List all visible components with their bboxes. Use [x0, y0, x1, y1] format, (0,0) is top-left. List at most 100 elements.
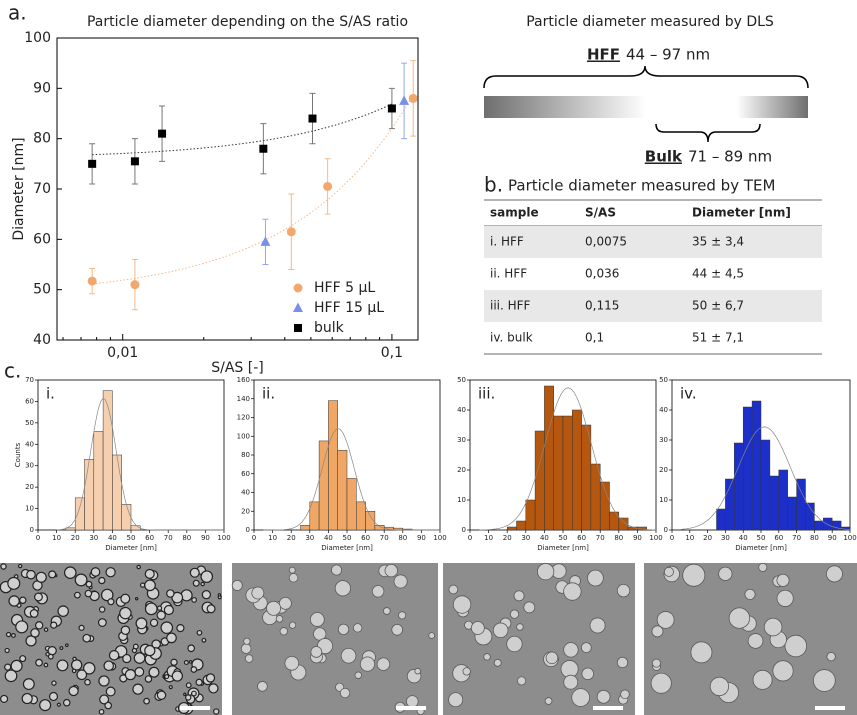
- particle: [166, 589, 175, 598]
- particle: [493, 658, 502, 667]
- data-point: [88, 159, 97, 168]
- table-cell: 51 ± 7,1: [692, 331, 744, 345]
- particle: [201, 637, 207, 643]
- particle: [63, 566, 77, 579]
- particle: [506, 635, 523, 653]
- particle: [398, 611, 407, 620]
- y-tick-label: 80: [33, 131, 51, 147]
- data-point: [260, 236, 271, 246]
- table-cell: 0,0075: [585, 235, 627, 249]
- particle: [26, 569, 36, 580]
- y-tick-label: 70: [33, 181, 51, 197]
- fit-curve: [263, 428, 440, 531]
- bar: [742, 406, 753, 531]
- particle: [190, 666, 198, 673]
- particle: [744, 588, 756, 600]
- x-tick-label: 10: [268, 534, 277, 542]
- brace: [483, 65, 809, 89]
- particle: [244, 654, 254, 663]
- x-tick-label: 40: [108, 534, 117, 542]
- particle: [124, 669, 137, 681]
- y-tick-label: 0: [30, 526, 34, 534]
- bar: [102, 390, 113, 531]
- particle: [43, 662, 49, 668]
- particle: [206, 604, 216, 614]
- particle: [371, 585, 385, 598]
- x-tick-label: 50: [757, 534, 766, 542]
- particle: [192, 579, 200, 587]
- table-header: S/AS: [585, 206, 616, 220]
- particle: [523, 601, 536, 614]
- particle: [25, 635, 37, 647]
- x-tick-label: 90: [201, 534, 210, 542]
- x-tick-label: 60: [145, 534, 154, 542]
- particle: [240, 643, 252, 654]
- y-tick-label: 90: [33, 80, 51, 96]
- legend-label: HFF 5 µL: [314, 280, 375, 296]
- particle: [718, 566, 733, 581]
- particle: [90, 567, 101, 577]
- particle: [4, 669, 18, 683]
- x-tick-label: 0: [36, 534, 40, 542]
- particle: [74, 573, 88, 587]
- particle: [191, 597, 197, 603]
- bar: [814, 520, 824, 531]
- bar: [627, 526, 638, 531]
- scale-bar: [593, 706, 623, 710]
- particle: [82, 662, 96, 675]
- dls-bulk-range: 71 – 89 nm: [688, 148, 772, 166]
- x-tick-label: 50: [559, 534, 568, 542]
- y-tick-label: 0: [246, 526, 250, 534]
- particle: [176, 623, 185, 633]
- particle: [98, 708, 105, 715]
- bar: [121, 504, 132, 531]
- table-header: sample: [490, 206, 539, 220]
- data-point: [130, 280, 140, 290]
- particle: [776, 573, 790, 587]
- particle: [563, 582, 582, 601]
- y-tick-label: 100: [24, 30, 51, 46]
- particle: [136, 564, 141, 570]
- particle: [30, 628, 40, 638]
- y-axis-label: Counts: [14, 442, 22, 467]
- plots: Particle diameter depending on the S/AS …: [0, 14, 857, 715]
- x-tick-label: 0: [468, 534, 472, 542]
- dls-bulk-name: Bulk: [645, 148, 683, 166]
- particle: [0, 694, 9, 703]
- y-tick-label: 20: [241, 507, 250, 515]
- y-tick-label: 60: [25, 397, 34, 405]
- y-tick-label: 30: [457, 436, 466, 444]
- particle: [183, 692, 187, 697]
- particle: [279, 596, 292, 610]
- tem-background: [232, 563, 438, 715]
- x-tick-label: 40: [540, 534, 549, 542]
- particle: [189, 567, 200, 578]
- dls-hff-name: HFF: [587, 46, 620, 64]
- table-header: Diameter [nm]: [692, 206, 791, 220]
- y-tick-label: 40: [457, 406, 466, 414]
- particle: [310, 646, 323, 658]
- particle: [620, 689, 630, 700]
- particle: [196, 629, 203, 636]
- table-row-bg: [484, 290, 822, 322]
- particle: [763, 617, 783, 637]
- particle: [208, 683, 219, 694]
- particle: [747, 633, 764, 649]
- x-tick-label: 30: [521, 534, 530, 542]
- x-tick-label: 10: [685, 534, 694, 542]
- particle: [84, 589, 93, 598]
- particle: [288, 621, 297, 629]
- x-tick-label: 50: [127, 534, 136, 542]
- x-tick-label: 70: [380, 534, 389, 542]
- bar: [778, 469, 788, 531]
- particle: [131, 647, 138, 654]
- bar: [599, 481, 610, 531]
- x-tick-label: 70: [792, 534, 801, 542]
- particle: [76, 669, 88, 681]
- particle: [170, 658, 178, 666]
- data-point: [130, 157, 139, 166]
- x-tick-label: 20: [503, 534, 512, 542]
- particle: [0, 563, 7, 570]
- y-tick-label: 40: [33, 332, 51, 348]
- particle: [616, 656, 629, 669]
